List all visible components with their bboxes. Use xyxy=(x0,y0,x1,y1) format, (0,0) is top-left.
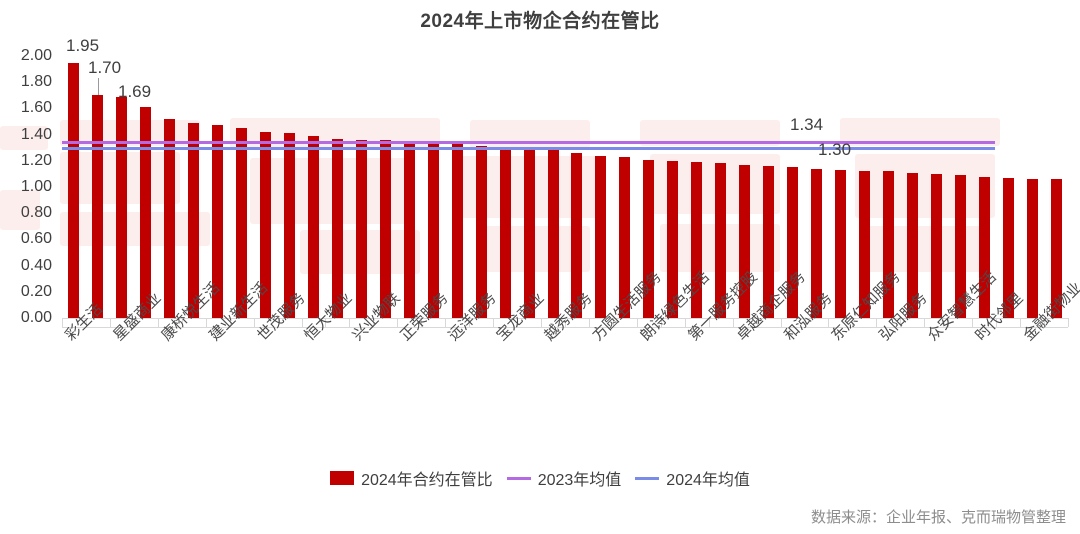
bar xyxy=(284,133,296,318)
bar xyxy=(547,150,559,318)
y-axis-tick-label: 1.80 xyxy=(20,73,52,91)
bar xyxy=(1050,179,1062,318)
legend-item[interactable]: 2024年合约在管比 xyxy=(330,466,493,490)
y-axis-tick-label: 1.40 xyxy=(20,125,52,143)
bar xyxy=(379,139,391,318)
y-axis-tick-label: 0.60 xyxy=(20,230,52,248)
bar xyxy=(499,147,511,318)
legend-label: 2024年均值 xyxy=(666,472,750,489)
source-note: 数据来源：企业年报、克而瑞物管整理 xyxy=(810,509,1066,526)
bar xyxy=(787,167,799,318)
bar xyxy=(212,125,224,318)
plot-area xyxy=(62,56,1068,318)
bar xyxy=(260,131,272,318)
legend-bar-swatch-icon xyxy=(330,471,355,485)
bar xyxy=(116,96,128,318)
y-axis-tick-label: 2.00 xyxy=(20,47,52,64)
page-title: 2024年上市物企合约在管比 xyxy=(420,11,660,32)
bar xyxy=(451,143,463,318)
y-axis-tick-label: 1.00 xyxy=(20,178,52,195)
bar xyxy=(1002,177,1014,318)
legend-item[interactable]: 2023年均值 xyxy=(506,466,622,490)
bar xyxy=(858,171,870,318)
legend-line-swatch-icon xyxy=(506,476,531,480)
y-axis-tick-label: 1.20 xyxy=(20,151,52,169)
x-axis-labels: 彩生活 星盛商业 康桥悦生活 建业新生活 世茂服务 恒大物业 兴业物联 正荣服务 远洋服务 宝龙商… xyxy=(0,268,1080,455)
bar xyxy=(403,141,415,318)
y-axis-tick-label: 0.40 xyxy=(20,256,52,274)
bar-value-label: 1.70 xyxy=(88,58,122,77)
bar xyxy=(619,156,631,318)
bar xyxy=(308,135,319,318)
y-axis-tick-label: 0.20 xyxy=(20,282,52,300)
bar xyxy=(92,95,104,318)
bar xyxy=(930,173,942,318)
bar xyxy=(811,168,822,318)
legend-line-swatch-icon xyxy=(635,476,660,480)
bar xyxy=(236,128,248,318)
bar xyxy=(331,138,343,318)
legend-label: 2023年均值 xyxy=(537,472,622,489)
bar xyxy=(834,169,846,318)
reference-line-value-label: 1.34 xyxy=(790,115,824,134)
bar xyxy=(427,142,439,318)
bar xyxy=(595,155,607,318)
bar-value-label: 1.95 xyxy=(66,36,100,55)
y-axis-tick-label: 1.60 xyxy=(20,99,52,117)
reference-line-2024-average xyxy=(62,146,995,150)
reference-line-value-label: 1.30 xyxy=(818,140,852,159)
bar xyxy=(643,159,655,318)
bar xyxy=(1026,179,1038,318)
chart-legend: 2024年合约在管比 2023年均值 2024年均值 xyxy=(0,466,1080,490)
bar xyxy=(68,62,80,318)
x-axis-ticks xyxy=(62,318,1069,327)
y-axis-tick-label: 0.00 xyxy=(20,309,52,326)
bar xyxy=(355,139,367,318)
x-axis-baseline xyxy=(62,327,1068,328)
legend-label: 2024年合约在管比 xyxy=(361,472,493,489)
annotation-leader-line xyxy=(97,78,99,96)
y-axis-tick-label: 0.80 xyxy=(20,204,52,222)
reference-line-2023-average xyxy=(62,141,995,145)
bar-series xyxy=(62,56,1068,318)
legend-item[interactable]: 2024年均值 xyxy=(635,466,750,490)
y-axis-labels: 2.00 1.80 1.60 1.40 1.20 1.00 0.80 0.60 0.40 0.20… xyxy=(0,47,56,326)
bar-value-label: 1.69 xyxy=(118,82,152,101)
